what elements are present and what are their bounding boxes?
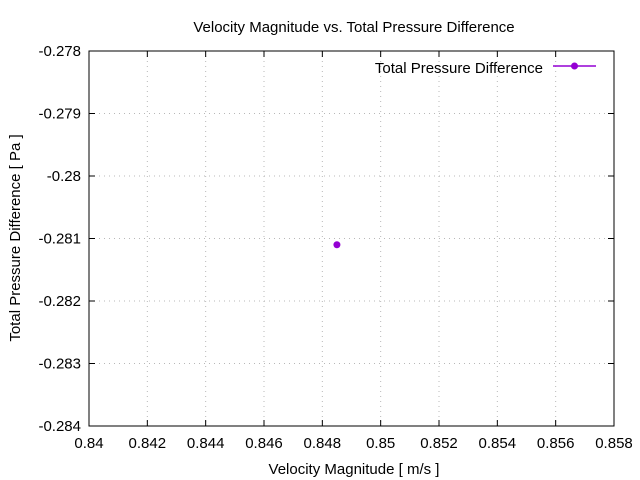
y-tick-label: -0.278	[38, 43, 81, 60]
y-axis-label: Total Pressure Difference [ Pa ]	[7, 134, 24, 341]
y-tick-label: -0.282	[38, 293, 81, 310]
chart-title: Velocity Magnitude vs. Total Pressure Di…	[193, 19, 514, 36]
x-tick-label: 0.848	[304, 435, 342, 452]
plot-frame	[88, 50, 615, 427]
x-axis-label: Velocity Magnitude [ m/s ]	[269, 461, 440, 478]
x-tick-label: 0.854	[479, 435, 517, 452]
legend: Total Pressure Difference	[375, 60, 596, 77]
x-tick-label: 0.85	[366, 435, 395, 452]
x-tick-label: 0.852	[420, 435, 458, 452]
y-tick-labels: -0.284 -0.283 -0.282 -0.281 -0.28 -0.279 -0.27…	[38, 43, 81, 435]
data-points	[333, 241, 341, 249]
grid-lines	[89, 51, 614, 426]
y-tick-label: -0.279	[38, 106, 81, 123]
data-point	[333, 241, 341, 249]
y-tick-label: -0.28	[47, 168, 81, 185]
x-tick-label: 0.846	[245, 435, 283, 452]
y-tick-label: -0.284	[38, 418, 81, 435]
legend-label: Total Pressure Difference	[375, 60, 543, 77]
y-tick-label: -0.281	[38, 231, 81, 248]
y-tick-label: -0.283	[38, 356, 81, 373]
legend-marker	[571, 62, 578, 70]
x-tick-label: 0.842	[129, 435, 167, 452]
x-tick-label: 0.84	[74, 435, 103, 452]
x-tick-label: 0.858	[595, 435, 633, 452]
x-tick-label: 0.856	[537, 435, 575, 452]
x-tick-labels: 0.84 0.842 0.844 0.846 0.848 0.85 0.852 0.854 0.…	[74, 435, 632, 452]
axis-ticks	[88, 50, 615, 427]
x-tick-label: 0.844	[187, 435, 225, 452]
